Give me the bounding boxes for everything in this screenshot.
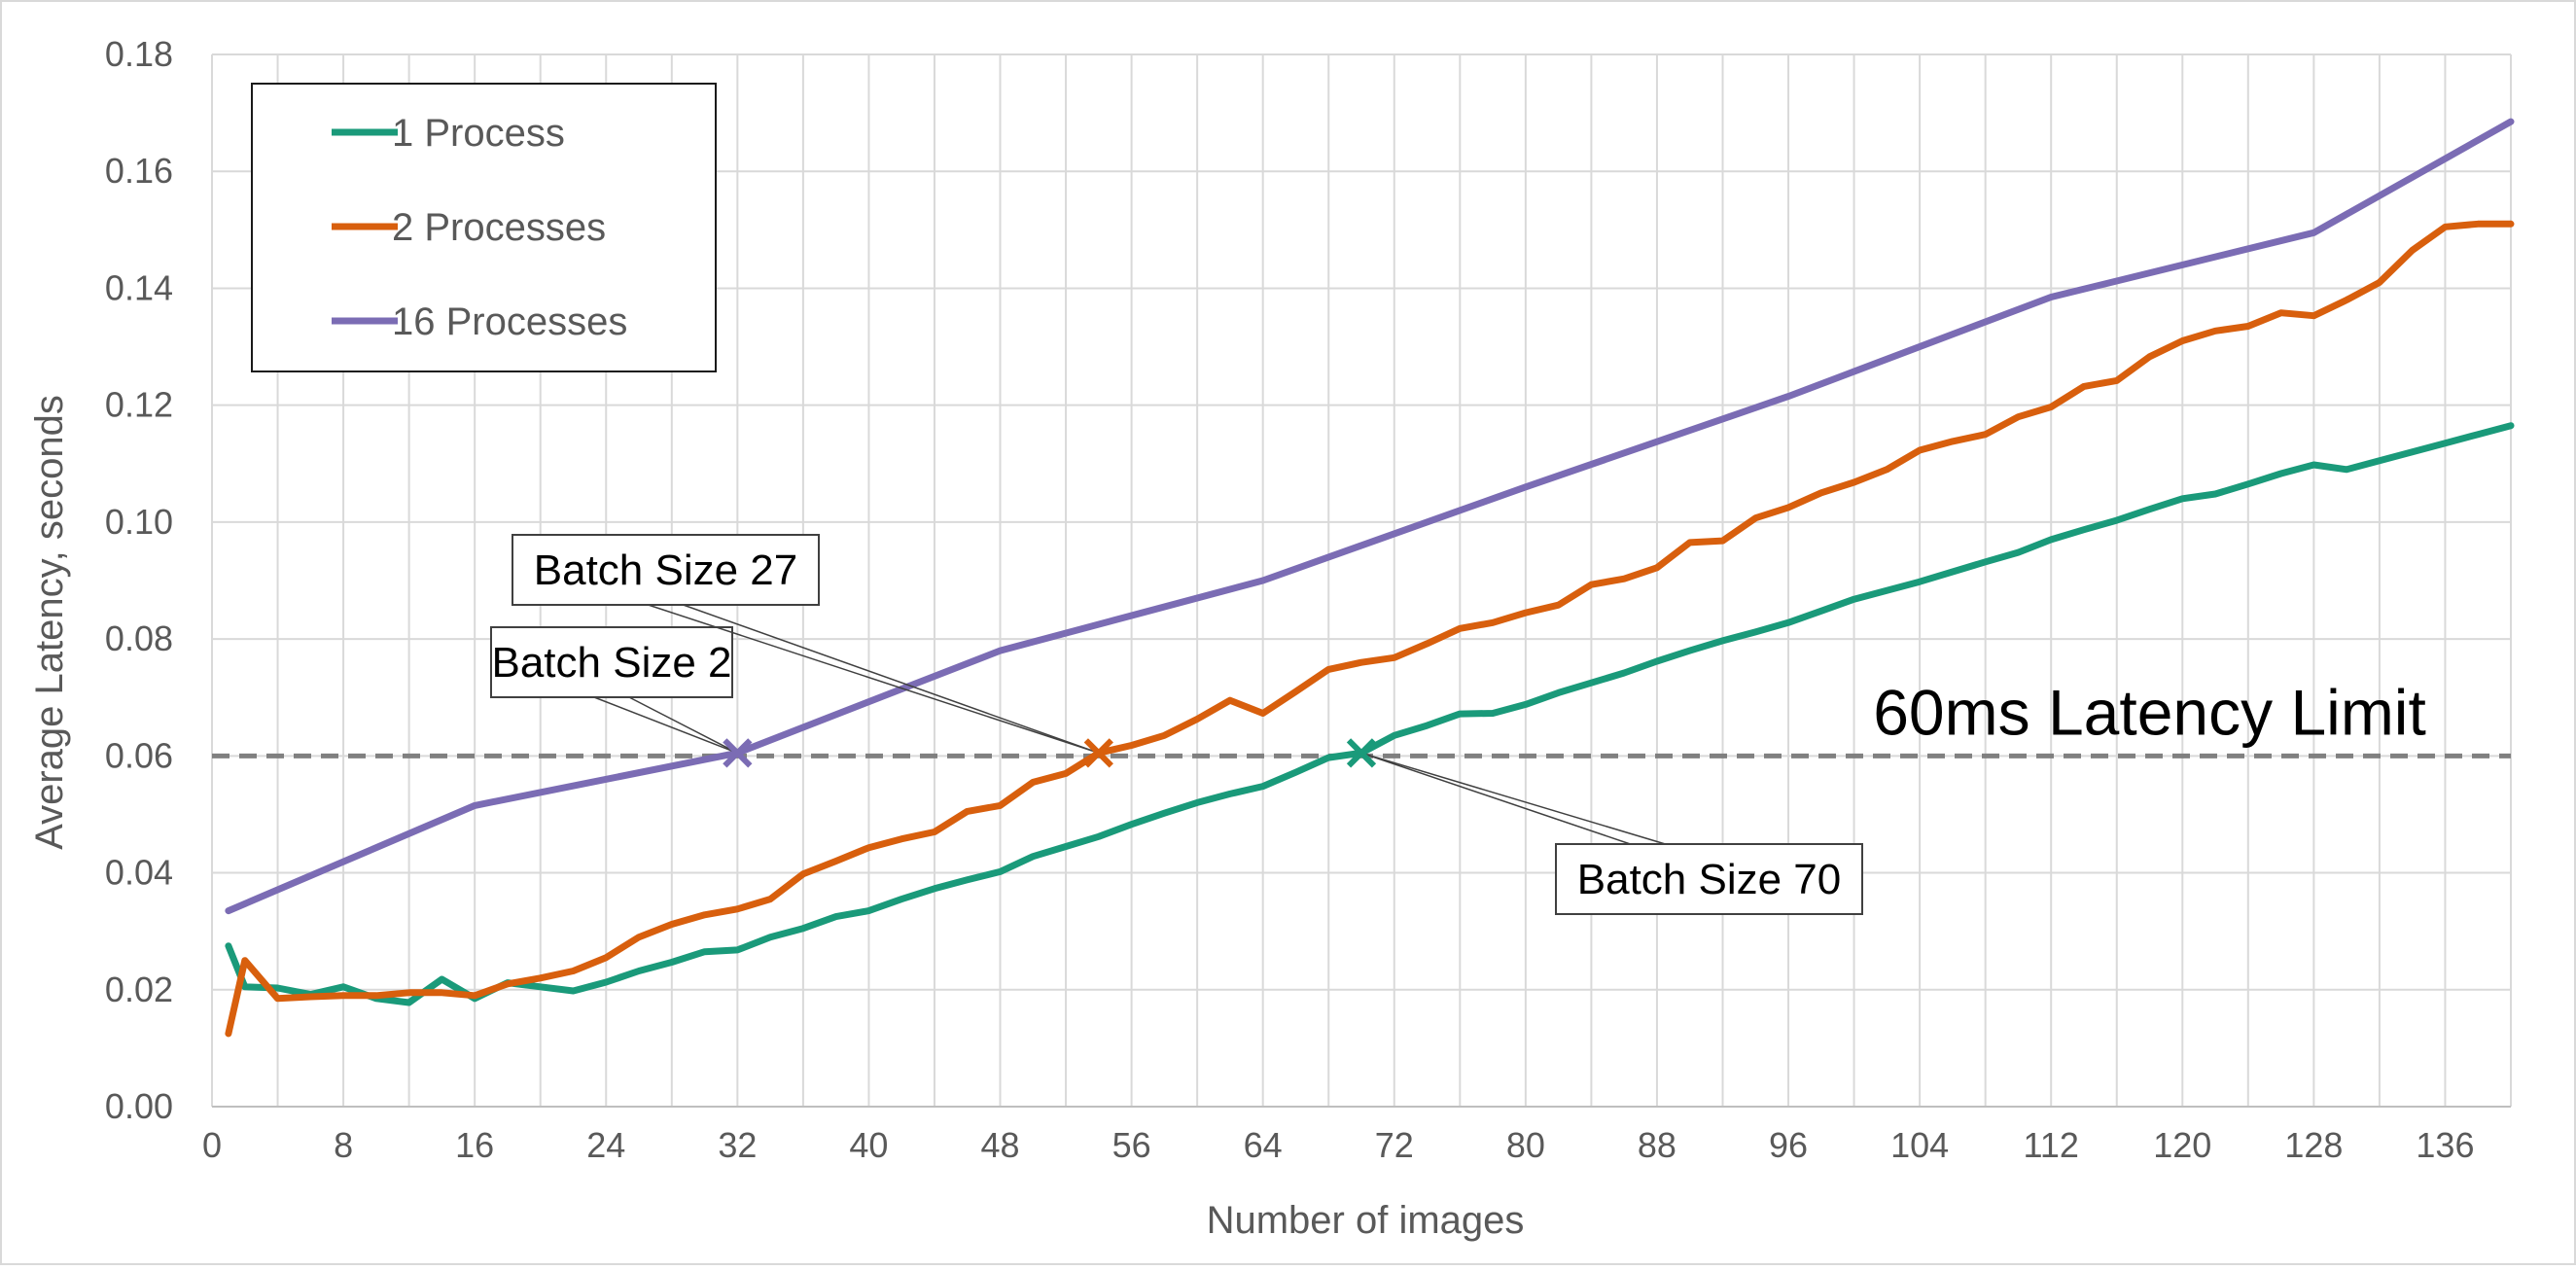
callout-box bbox=[1555, 843, 1863, 915]
x-tick-label: 88 bbox=[1638, 1125, 1676, 1165]
y-tick-label: 0.18 bbox=[105, 34, 173, 74]
legend-label: 1 Process bbox=[392, 112, 565, 155]
x-tick-label: 64 bbox=[1244, 1125, 1283, 1165]
annotation-leader bbox=[683, 604, 1100, 755]
y-tick-label: 0.08 bbox=[105, 618, 173, 658]
series-line-16-processes bbox=[225, 118, 2515, 915]
annotation-leader bbox=[628, 696, 738, 754]
legend-label: 16 Processes bbox=[392, 300, 627, 343]
x-tick-label: 56 bbox=[1112, 1125, 1151, 1165]
axes: 0 8 16 24 32 40 48 56 64 72 80 88 96 104 112 120 128 136 0… bbox=[105, 34, 2511, 1165]
annotation-leader bbox=[648, 604, 1100, 755]
x-tick-label: 80 bbox=[1506, 1125, 1545, 1165]
grid bbox=[211, 53, 2512, 1107]
series-line-2-processes bbox=[225, 220, 2515, 1038]
x-tick-label: 8 bbox=[334, 1125, 353, 1165]
y-tick-label: 0.02 bbox=[105, 970, 173, 1009]
y-axis-title: Average Latency, seconds bbox=[28, 395, 71, 850]
y-tick-label: 0.00 bbox=[105, 1086, 173, 1126]
x-tick-label: 128 bbox=[2284, 1125, 2343, 1165]
x-tick-label: 112 bbox=[2023, 1125, 2078, 1165]
y-tick-label: 0.14 bbox=[105, 267, 173, 307]
x-tick-label: 120 bbox=[2153, 1125, 2211, 1165]
x-tick-label: 104 bbox=[1890, 1125, 1949, 1165]
legend-box bbox=[251, 83, 717, 372]
intersection-marker bbox=[1346, 738, 1377, 768]
annotations: Batch Size 2 Batch Size 27 Batch Size 70 bbox=[490, 534, 1863, 915]
callout-label: Batch Size 70 bbox=[1577, 856, 1842, 903]
x-tick-label: 48 bbox=[980, 1125, 1019, 1165]
x-tick-label: 136 bbox=[2416, 1125, 2474, 1165]
callout-box bbox=[512, 534, 820, 606]
annotation-leader bbox=[1360, 752, 1631, 845]
legend: 1 Process 2 Processes 16 Processes bbox=[251, 83, 717, 372]
callout-box bbox=[490, 626, 733, 698]
callout-label: Batch Size 27 bbox=[534, 547, 798, 594]
annotation-leader bbox=[1360, 752, 1666, 845]
x-axis-title: Number of images bbox=[1207, 1199, 1525, 1242]
x-tick-label: 16 bbox=[455, 1125, 494, 1165]
y-tick-label: 0.16 bbox=[105, 151, 173, 191]
legend-label: 2 Processes bbox=[392, 206, 606, 249]
x-tick-label: 32 bbox=[718, 1125, 757, 1165]
y-tick-label: 0.10 bbox=[105, 502, 173, 542]
y-tick-label: 0.04 bbox=[105, 853, 173, 893]
intersection-marker bbox=[723, 738, 753, 768]
y-tick-label: 0.06 bbox=[105, 735, 173, 775]
annotation-leader bbox=[593, 696, 738, 755]
x-tick-label: 96 bbox=[1769, 1125, 1808, 1165]
x-tick-label: 0 bbox=[202, 1125, 222, 1165]
x-tick-label: 24 bbox=[586, 1125, 625, 1165]
y-tick-label: 0.12 bbox=[105, 385, 173, 425]
latency-limit-label: 60ms Latency Limit bbox=[1873, 676, 2426, 748]
intersection-marker bbox=[1083, 738, 1113, 768]
callout-label: Batch Size 2 bbox=[491, 639, 731, 687]
x-tick-label: 40 bbox=[849, 1125, 888, 1165]
x-tick-label: 72 bbox=[1375, 1125, 1414, 1165]
